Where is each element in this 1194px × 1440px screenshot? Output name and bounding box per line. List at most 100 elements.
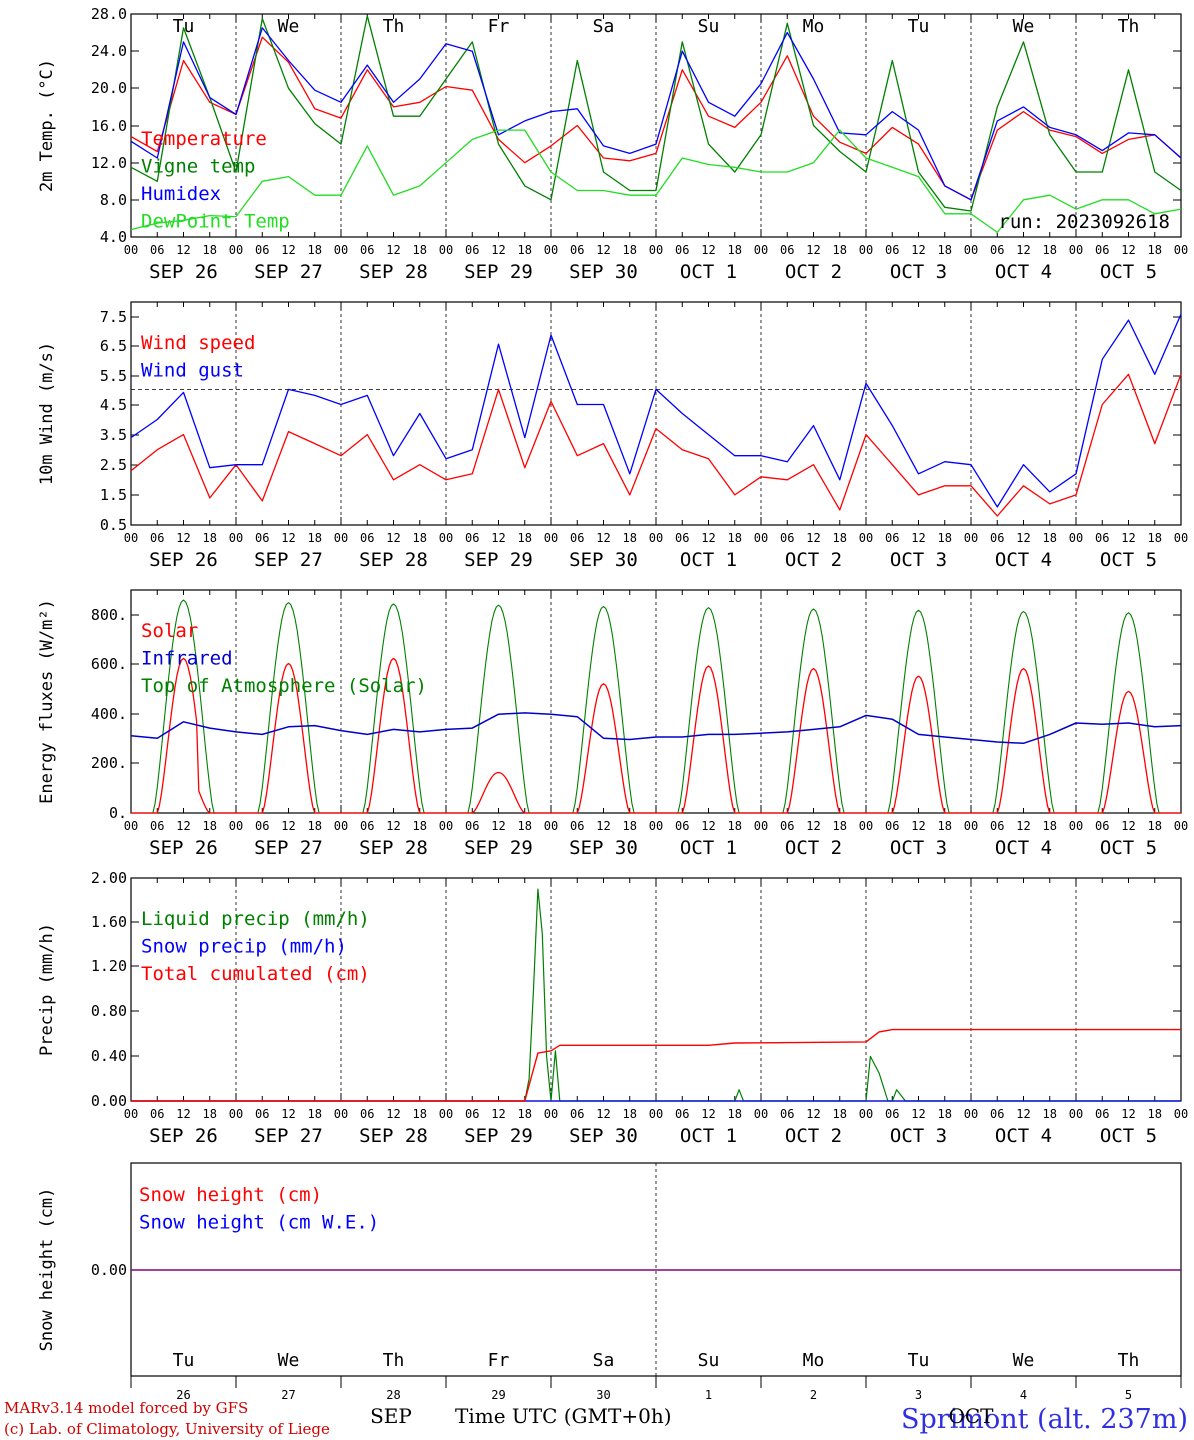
hour-tick-label: 00 — [334, 819, 348, 833]
date-label: SEP 26 — [149, 549, 218, 571]
date-label: SEP 27 — [254, 261, 323, 283]
hour-tick-label: 06 — [255, 819, 269, 833]
hour-tick-label: 18 — [1148, 1107, 1162, 1121]
hour-tick-label: 00 — [649, 531, 663, 545]
date-label: SEP 29 — [464, 549, 533, 571]
hour-tick-label: 00 — [439, 819, 453, 833]
hour-tick-label: 12 — [1016, 1107, 1030, 1121]
hour-tick-label: 00 — [439, 531, 453, 545]
series-temperature — [130, 36, 1182, 201]
hour-tick-label: 00 — [124, 819, 138, 833]
hour-tick-label: 06 — [675, 243, 689, 257]
day-of-week-label: Fr — [488, 1350, 510, 1371]
hour-tick-label: 06 — [465, 819, 479, 833]
hour-tick-label: 06 — [465, 1107, 479, 1121]
date-label: SEP 27 — [254, 549, 323, 571]
month-label: OCT — [948, 1404, 994, 1428]
hour-tick-label: 18 — [413, 1107, 427, 1121]
hour-tick-label: 00 — [859, 819, 873, 833]
hour-tick-label: 06 — [780, 819, 794, 833]
y-tick-label: 0.80 — [91, 1002, 127, 1020]
hour-tick-label: 18 — [1148, 819, 1162, 833]
hour-tick-label: 00 — [649, 819, 663, 833]
hour-tick-label: 18 — [203, 531, 217, 545]
hour-tick-label: 00 — [1069, 243, 1083, 257]
legend-entry: Snow height (cm) — [139, 1184, 322, 1206]
hour-tick-label: 00 — [334, 243, 348, 257]
legend-entry: Snow height (cm W.E.) — [139, 1212, 379, 1234]
hour-tick-label: 06 — [150, 819, 164, 833]
hour-tick-label: 06 — [570, 243, 584, 257]
hour-tick-label: 06 — [255, 1107, 269, 1121]
hour-tick-label: 00 — [859, 1107, 873, 1121]
day-of-week-label: Th — [1118, 1350, 1140, 1371]
hour-tick-label: 18 — [308, 819, 322, 833]
run-annotation: run: 2023092618 — [998, 211, 1170, 233]
hour-tick-label: 18 — [833, 531, 847, 545]
hour-tick-label: 06 — [780, 243, 794, 257]
hour-tick-label: 18 — [413, 819, 427, 833]
legend-entry: Infrared — [141, 648, 233, 670]
hour-tick-label: 00 — [334, 531, 348, 545]
hour-tick-label: 06 — [1095, 819, 1109, 833]
lab-credit: (c) Lab. of Climatology, University of L… — [4, 1420, 330, 1438]
hour-tick-label: 18 — [1043, 531, 1057, 545]
day-of-week-label: Tu — [173, 1350, 195, 1371]
precip-panel: 0.00 0.40 0.80 1.20 1.60 2.00 Precip (mm/h) 00 0… — [37, 869, 1188, 1147]
hour-tick-label: 06 — [255, 243, 269, 257]
hour-tick-label: 12 — [806, 243, 820, 257]
day-number-label: 1 — [705, 1388, 712, 1402]
hour-tick-label: 06 — [780, 1107, 794, 1121]
hour-tick-label: 12 — [386, 531, 400, 545]
hour-tick-label: 06 — [990, 819, 1004, 833]
hour-tick-label: 00 — [1069, 1107, 1083, 1121]
hour-tick-label: 06 — [675, 1107, 689, 1121]
hour-tick-label: 12 — [596, 1107, 610, 1121]
hour-tick-label: 06 — [990, 243, 1004, 257]
legend-entry: Liquid precip (mm/h) — [141, 908, 370, 930]
day-of-week-label: Sa — [593, 16, 615, 37]
hour-tick-label: 00 — [859, 531, 873, 545]
hour-tick-label: 12 — [281, 531, 295, 545]
y-axis-label: 2m Temp. (°C) — [37, 59, 57, 192]
date-label: SEP 28 — [359, 1125, 428, 1147]
date-label: OCT 3 — [890, 549, 947, 571]
hour-tick-label: 18 — [1148, 243, 1162, 257]
hour-tick-label: 06 — [1095, 1107, 1109, 1121]
series-vigne-temp — [130, 15, 1182, 212]
hour-tick-label: 06 — [255, 531, 269, 545]
series-solar — [131, 657, 1181, 814]
hour-tick-label: 00 — [1174, 1107, 1188, 1121]
hour-tick-label: 06 — [150, 1107, 164, 1121]
y-tick-label: 12.0 — [91, 154, 127, 172]
hour-tick-label: 12 — [1016, 243, 1030, 257]
hour-tick-label: 00 — [754, 819, 768, 833]
legend-entry: DewPoint Temp — [141, 211, 290, 233]
hour-tick-label: 00 — [649, 243, 663, 257]
legend-entry: Total cumulated (cm) — [141, 963, 370, 985]
hour-tick-label: 06 — [360, 531, 374, 545]
hour-tick-label: 00 — [439, 1107, 453, 1121]
hour-tick-label: 00 — [964, 243, 978, 257]
hour-tick-label: 18 — [623, 1107, 637, 1121]
y-tick-label: 28.0 — [91, 5, 127, 23]
hour-tick-label: 12 — [911, 819, 925, 833]
y-tick-label: 600. — [91, 655, 127, 673]
y-tick-label: 1.5 — [100, 486, 127, 504]
hour-tick-label: 06 — [1095, 531, 1109, 545]
hour-tick-label: 06 — [465, 531, 479, 545]
hour-tick-label: 18 — [728, 531, 742, 545]
temp-frame — [130, 13, 1182, 238]
energy-frame — [130, 589, 1182, 814]
hour-tick-label: 00 — [229, 1107, 243, 1121]
date-label: OCT 1 — [680, 1125, 737, 1147]
wind-panel: 0.5 1.5 2.5 3.5 4.5 5.5 6.5 7.5 10m Wind (m/s) 00… — [37, 301, 1188, 571]
day-of-week-label: We — [278, 1350, 300, 1371]
hour-tick-label: 12 — [806, 819, 820, 833]
hour-tick-label: 18 — [623, 819, 637, 833]
hour-tick-label: 18 — [938, 819, 952, 833]
hour-tick-label: 18 — [1043, 1107, 1057, 1121]
date-label: OCT 5 — [1100, 549, 1157, 571]
hour-tick-label: 00 — [649, 1107, 663, 1121]
day-of-week-label: Mo — [803, 1350, 825, 1371]
